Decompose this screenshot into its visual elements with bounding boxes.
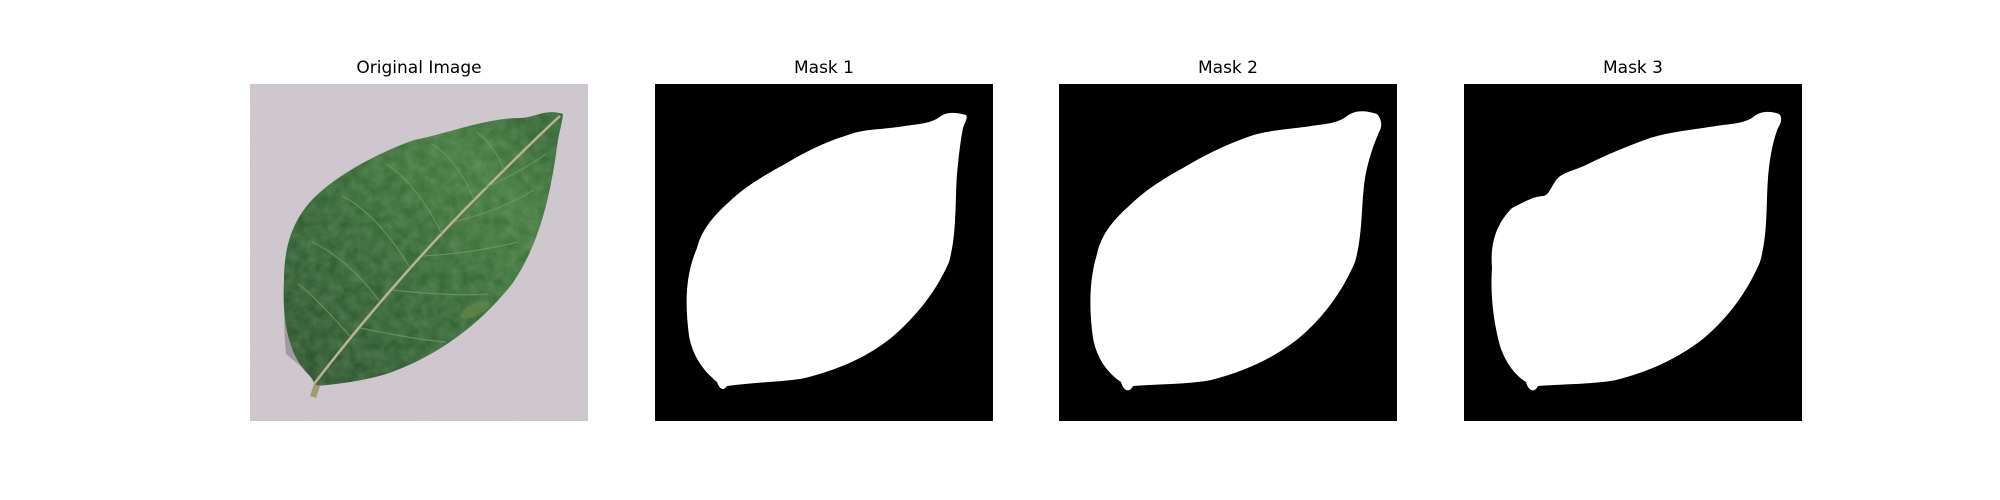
mask-2-image [1059, 84, 1397, 421]
mask-3-image [1464, 84, 1802, 421]
leaf-petiole [310, 384, 320, 398]
mask-2-panel: Mask 2 [1059, 56, 1397, 421]
panel-title: Original Image [356, 58, 482, 78]
panel-title: Mask 1 [793, 58, 854, 78]
panel-title: Mask 3 [1602, 58, 1663, 78]
leaf-veins [297, 131, 547, 343]
mask-3-panel: Mask 3 [1464, 56, 1802, 421]
mask-1-panel: Mask 1 [655, 56, 993, 421]
leaf-mask [1090, 111, 1382, 391]
leaf-midrib [313, 115, 561, 385]
original-leaf-photo [250, 84, 588, 421]
panel-title: Mask 2 [1197, 58, 1258, 78]
leaf-mask [1491, 111, 1782, 391]
mask-1-image [655, 84, 993, 421]
original-image-panel: Original Image [250, 56, 588, 421]
leaf-mask [686, 112, 967, 389]
